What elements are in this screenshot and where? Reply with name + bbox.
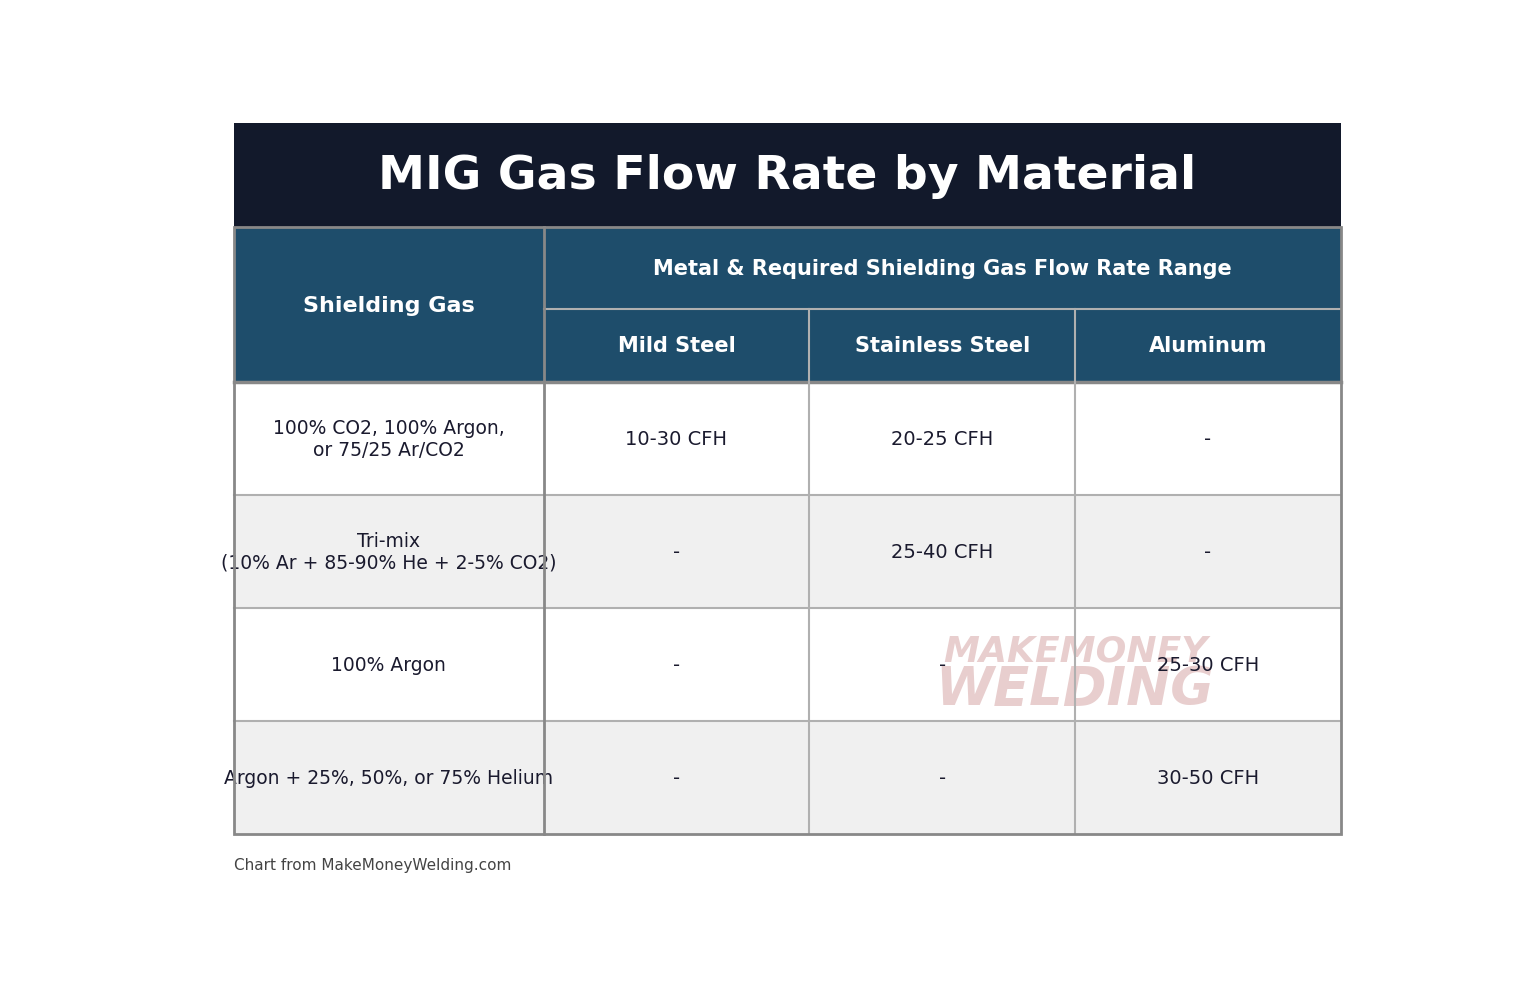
Text: -: - <box>938 768 946 787</box>
Text: Chart from MakeMoneyWelding.com: Chart from MakeMoneyWelding.com <box>233 858 511 873</box>
Text: Argon + 25%, 50%, or 75% Helium: Argon + 25%, 50%, or 75% Helium <box>224 768 553 787</box>
Text: 20-25 CFH: 20-25 CFH <box>891 430 994 449</box>
Text: Shielding Gas: Shielding Gas <box>303 296 475 316</box>
FancyBboxPatch shape <box>544 228 1341 310</box>
Text: -: - <box>673 542 680 561</box>
FancyBboxPatch shape <box>233 495 1341 608</box>
FancyBboxPatch shape <box>233 124 1341 228</box>
FancyBboxPatch shape <box>233 383 1341 495</box>
FancyBboxPatch shape <box>544 310 809 383</box>
Text: Mild Steel: Mild Steel <box>617 336 736 356</box>
Text: -: - <box>1204 430 1212 449</box>
Text: Metal & Required Shielding Gas Flow Rate Range: Metal & Required Shielding Gas Flow Rate… <box>653 259 1232 279</box>
Text: Tri-mix
(10% Ar + 85-90% He + 2-5% CO2): Tri-mix (10% Ar + 85-90% He + 2-5% CO2) <box>221 531 556 572</box>
FancyBboxPatch shape <box>233 721 1341 834</box>
Text: WELDING: WELDING <box>935 663 1215 715</box>
Text: -: - <box>673 768 680 787</box>
Text: -: - <box>673 655 680 674</box>
Text: -: - <box>938 655 946 674</box>
Text: 25-40 CFH: 25-40 CFH <box>891 542 994 561</box>
Text: 100% CO2, 100% Argon,
or 75/25 Ar/CO2: 100% CO2, 100% Argon, or 75/25 Ar/CO2 <box>273 419 504 460</box>
FancyBboxPatch shape <box>233 608 1341 721</box>
Text: MIG Gas Flow Rate by Material: MIG Gas Flow Rate by Material <box>378 153 1197 198</box>
FancyBboxPatch shape <box>1075 310 1341 383</box>
FancyBboxPatch shape <box>809 310 1075 383</box>
Text: Aluminum: Aluminum <box>1149 336 1267 356</box>
Text: MAKEMONEY: MAKEMONEY <box>943 634 1207 668</box>
Text: Stainless Steel: Stainless Steel <box>854 336 1029 356</box>
Text: 10-30 CFH: 10-30 CFH <box>625 430 728 449</box>
Text: 100% Argon: 100% Argon <box>332 655 445 674</box>
Text: 25-30 CFH: 25-30 CFH <box>1157 655 1260 674</box>
Text: 30-50 CFH: 30-50 CFH <box>1157 768 1260 787</box>
Text: -: - <box>1204 542 1212 561</box>
FancyBboxPatch shape <box>233 228 544 383</box>
